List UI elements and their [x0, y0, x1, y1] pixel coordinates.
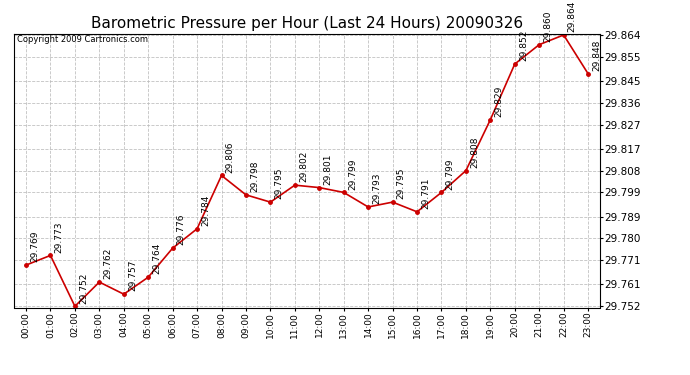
Text: 29.806: 29.806 — [226, 141, 235, 173]
Text: 29.795: 29.795 — [275, 168, 284, 200]
Text: 29.757: 29.757 — [128, 260, 137, 291]
Text: 29.852: 29.852 — [519, 30, 528, 61]
Text: 29.784: 29.784 — [201, 195, 210, 226]
Text: 29.752: 29.752 — [79, 272, 88, 303]
Text: 29.762: 29.762 — [104, 248, 112, 279]
Text: 29.848: 29.848 — [592, 40, 601, 71]
Text: Copyright 2009 Cartronics.com: Copyright 2009 Cartronics.com — [17, 35, 148, 44]
Text: 29.802: 29.802 — [299, 151, 308, 182]
Text: 29.860: 29.860 — [543, 10, 553, 42]
Text: 29.791: 29.791 — [421, 177, 430, 209]
Text: 29.798: 29.798 — [250, 160, 259, 192]
Text: 29.795: 29.795 — [397, 168, 406, 200]
Text: 29.799: 29.799 — [446, 158, 455, 190]
Title: Barometric Pressure per Hour (Last 24 Hours) 20090326: Barometric Pressure per Hour (Last 24 Ho… — [91, 16, 523, 31]
Text: 29.864: 29.864 — [568, 1, 577, 32]
Text: 29.764: 29.764 — [152, 243, 161, 274]
Text: 29.773: 29.773 — [55, 221, 63, 253]
Text: 29.793: 29.793 — [373, 172, 382, 204]
Text: 29.769: 29.769 — [30, 231, 39, 262]
Text: 29.776: 29.776 — [177, 214, 186, 245]
Text: 29.799: 29.799 — [348, 158, 357, 190]
Text: 29.808: 29.808 — [470, 136, 479, 168]
Text: 29.829: 29.829 — [495, 86, 504, 117]
Text: 29.801: 29.801 — [324, 153, 333, 185]
